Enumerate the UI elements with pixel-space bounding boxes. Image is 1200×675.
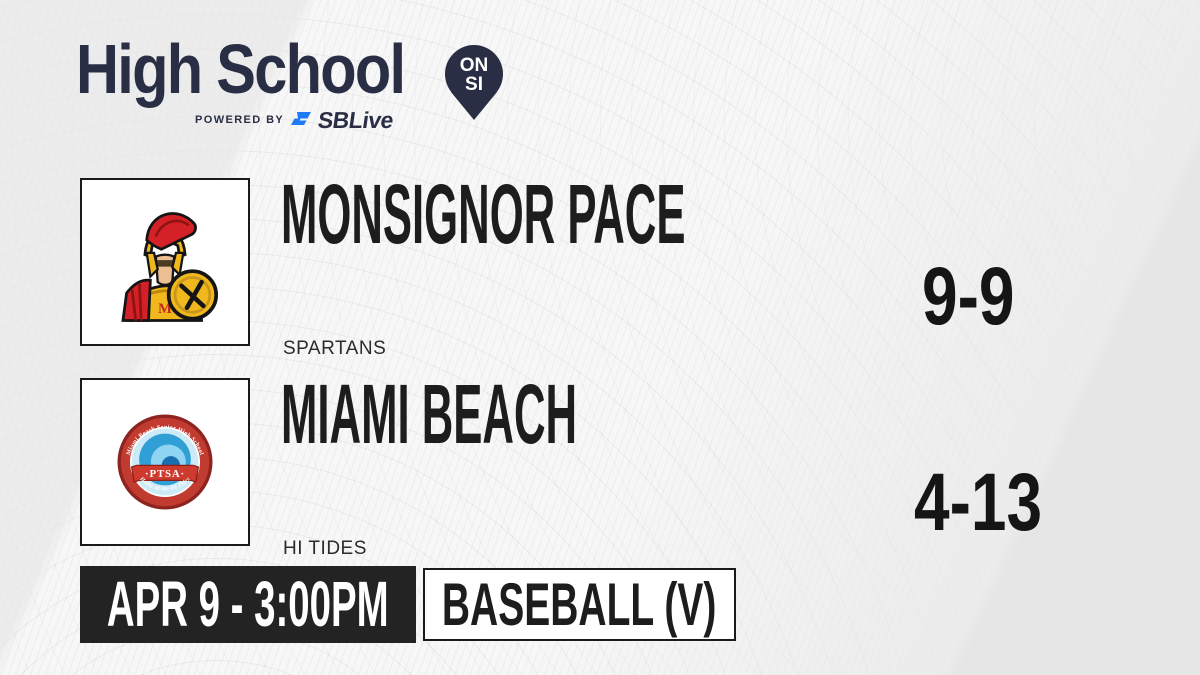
event-sport-badge: BASEBALL (V) — [423, 568, 736, 641]
spartan-warrior-icon: M — [121, 212, 219, 322]
brand-wordmark: High School — [76, 30, 406, 108]
badge-banner-text: ·PTSA· — [145, 468, 185, 480]
sblive-logo: SBLive — [316, 106, 396, 133]
team-record-wrap: 9-9 — [848, 256, 1088, 338]
miami-beach-ptsa-badge-icon: Miami Beach Senior High School ·PTSA· Ho… — [117, 414, 213, 510]
powered-by-label: POWERED BY — [195, 114, 285, 126]
sblive-bolt-icon — [291, 112, 312, 125]
team-name: MONSIGNOR PACE — [281, 167, 686, 261]
event-datetime-text: APR 9 - 3:00PM — [107, 568, 389, 640]
on-si-pin-icon: ON SI — [445, 45, 503, 120]
team-name-row: MONSIGNOR PACE — [281, 172, 1059, 256]
team-record: 4-13 — [913, 457, 1043, 548]
team-mascot: SPARTANS — [283, 338, 387, 359]
team-name-row: MIAMI BEACH — [281, 372, 850, 456]
event-datetime-badge: APR 9 - 3:00PM — [80, 566, 416, 643]
svg-text:M: M — [158, 301, 172, 317]
team-record: 9-9 — [921, 251, 1015, 342]
powered-by-lockup: POWERED BY SBLive — [195, 106, 396, 134]
pin-text-on: ON — [460, 55, 489, 76]
team-logo-box: M — [80, 178, 250, 346]
team-mascot: HI TIDES — [283, 538, 367, 559]
team-name: MIAMI BEACH — [281, 367, 578, 461]
pin-text-si: SI — [465, 74, 483, 95]
event-sport-text: BASEBALL (V) — [442, 571, 717, 638]
team-logo-box: Miami Beach Senior High School ·PTSA· Ho… — [80, 378, 250, 546]
team-record-wrap: 4-13 — [858, 462, 1098, 544]
